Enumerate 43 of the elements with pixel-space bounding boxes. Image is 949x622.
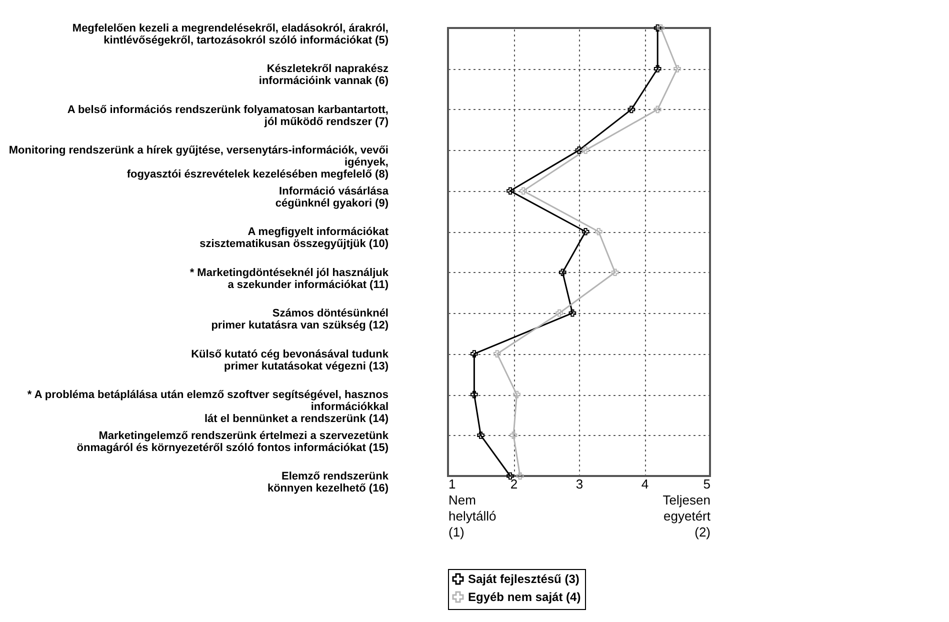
y-tick-label: * A probléma betáplálása után elemző szoftver segítségével, hasznos információkkal lát el bennünket a rendszerünk (14) [27,389,389,426]
point [674,65,681,72]
point [575,146,583,154]
point [470,350,478,358]
point [594,228,602,236]
point [470,390,478,398]
point [654,106,662,114]
point [477,432,484,439]
x-tick-label: 4 [641,476,649,492]
x-tick-label: 1 Nem helytálló (1) [448,476,496,540]
point [516,472,524,480]
y-tick-label: Elemző rendszerünk könnyen kezelhető (16) [267,470,390,494]
point [510,432,518,439]
point [611,268,619,276]
point [558,268,566,276]
legend-label: Egyéb nem saját (4) [468,590,581,604]
point [654,24,662,32]
point [520,187,527,195]
y-tick-label: * Marketingdöntéseknél jól használjuk a szekunder információkat (11) [190,266,390,291]
y-tick-label: Monitoring rendszerünk a hírek gyűjtése, versenytárs-információk, vevői igények, fogyasztói észrevételek kezelésében megfelelő (8) [8,144,389,181]
point [568,309,576,317]
y-tick-label: Marketingelemző rendszerünk értelmezi a szervezetünk önmagáról és környezetéről szóló fontos információkat (15) [76,430,390,454]
point [582,228,590,236]
legend-label: Saját fejlesztésű (3) [468,572,580,586]
y-tick-label: Külső kutató cég bevonásával tudunk primer kutatásokat végezni (13) [191,348,390,372]
point [654,65,662,72]
y-tick-label: A belső információs rendszerünk folyamatosan karbantartott, jól működő rendszer (7) [67,104,389,128]
point [506,187,514,195]
point [582,146,590,154]
y-tick-label: A megfigyelt információkat szisztematikusan összegyűjtjük (10) [200,226,389,250]
point [556,309,564,317]
y-tick-label: Számos döntésünknél primer kutatásra van szükség (12) [211,308,389,332]
x-tick-label: 3 [576,476,584,492]
point [628,106,636,114]
x-tick-label: 5 Teljesen egyetért (2) [662,476,711,540]
point [657,24,665,32]
point [506,472,514,480]
y-tick-label: Információ vásárlása cégünknél gyakori (9) [275,185,390,210]
y-tick-label: Megfelelően kezeli a megrendelésekről, eladásokról, árakról, kintlévőségekről, tartozásokról szóló információkat (5) [72,22,389,46]
point [513,390,520,398]
x-tick-label: 2 [510,476,518,492]
point [493,350,501,358]
y-tick-label: Készletekről naprakész információink vannak (6) [258,63,389,88]
